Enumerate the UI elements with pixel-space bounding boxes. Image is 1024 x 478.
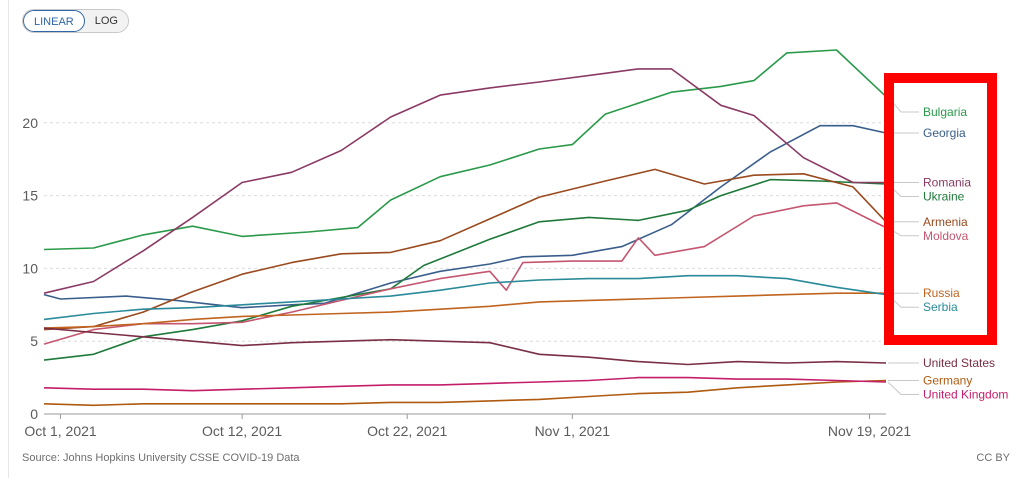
- x-tick-label: Oct 12, 2021: [202, 423, 282, 439]
- series-line: [43, 376, 887, 392]
- legend-label: Bulgaria: [923, 105, 967, 119]
- legend-label: Serbia: [923, 300, 958, 314]
- y-tick-label: 20: [22, 115, 38, 131]
- series-line: [43, 178, 887, 361]
- y-tick-label: 10: [22, 260, 38, 276]
- y-tick-label: 0: [30, 406, 38, 422]
- series-line: [43, 49, 887, 251]
- x-tick-label: Nov 1, 2021: [535, 423, 611, 439]
- log-scale-button[interactable]: LOG: [84, 10, 128, 32]
- scale-toggle: LINEAR LOG: [22, 9, 129, 33]
- highlight-box: [884, 73, 997, 345]
- series-line: [43, 379, 887, 407]
- legend-label: Ukraine: [923, 189, 965, 203]
- x-tick-label: Oct 1, 2021: [24, 423, 97, 439]
- x-tick-label: Nov 19, 2021: [828, 423, 911, 439]
- series-line: [43, 202, 887, 345]
- series-line: [43, 68, 886, 294]
- legend-label: Moldova: [923, 229, 969, 243]
- x-tick-label: Oct 22, 2021: [367, 423, 447, 439]
- series-line: [43, 327, 887, 366]
- legend-label: United Kingdom: [923, 388, 1008, 402]
- line-chart: 0 5 10 15 20 Oct 1, 2021 Oct 12, 2021 Oct 22, 2…: [22, 49, 1008, 439]
- linear-scale-button[interactable]: LINEAR: [23, 10, 85, 32]
- series-line: [43, 292, 886, 329]
- legend-label: Georgia: [923, 126, 966, 140]
- legend-label: Germany: [923, 374, 972, 388]
- license-link[interactable]: CC BY: [976, 452, 1010, 464]
- legend-label: Russia: [923, 286, 960, 300]
- series-line: [43, 168, 887, 331]
- y-tick-label: 5: [30, 333, 38, 349]
- source-note: Source: Johns Hopkins University CSSE CO…: [22, 452, 300, 464]
- series-line: [43, 274, 887, 321]
- left-divider: [8, 0, 9, 478]
- series-line: [43, 124, 887, 309]
- legend-label: Romania: [923, 175, 971, 189]
- y-tick-label: 15: [22, 188, 38, 204]
- legend-label: Armenia: [923, 215, 968, 229]
- legend-label: United States: [923, 356, 995, 370]
- legend-leader-line: [887, 381, 919, 395]
